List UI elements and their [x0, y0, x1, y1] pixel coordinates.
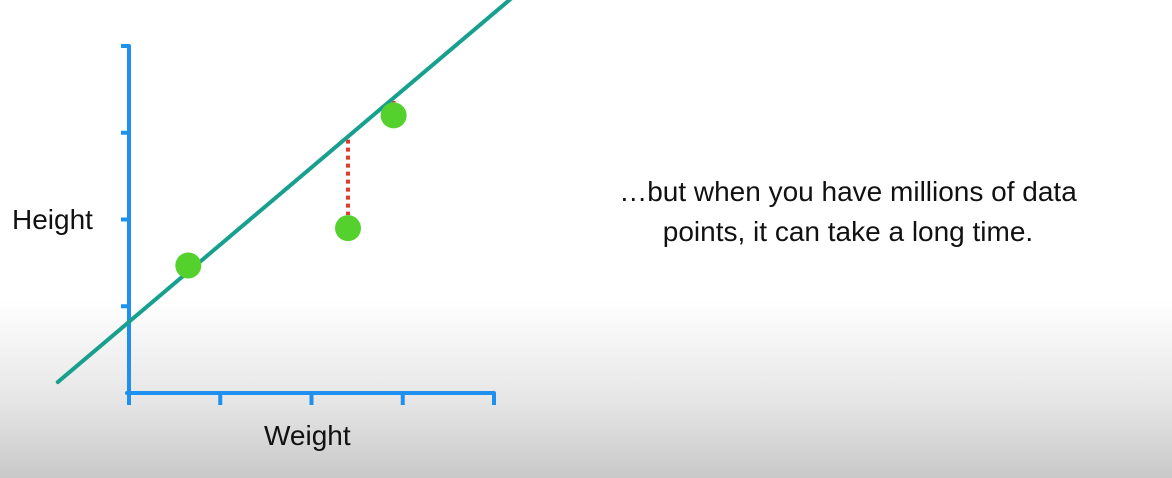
x-axis-label: Weight [264, 420, 351, 451]
data-point [175, 252, 202, 279]
y-axis-label: Height [12, 204, 93, 235]
residuals [346, 100, 396, 216]
data-points [175, 102, 407, 279]
axes [121, 44, 496, 405]
fit-line [55, 0, 513, 385]
fit-line-group [55, 0, 513, 385]
caption-text: …but when you have millions of data poin… [619, 176, 1077, 247]
data-point [380, 102, 407, 129]
data-point [335, 215, 361, 242]
